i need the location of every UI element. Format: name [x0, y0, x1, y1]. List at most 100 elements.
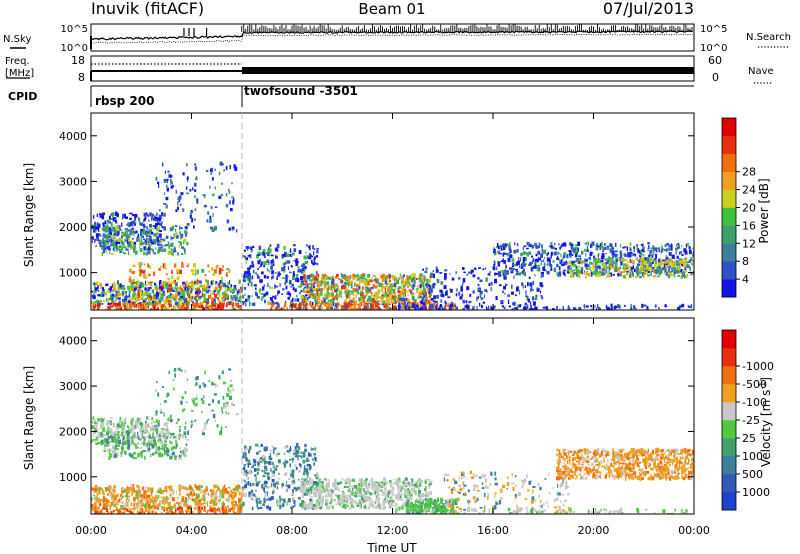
data-cell	[325, 288, 327, 292]
data-cell	[104, 417, 106, 421]
data-cell	[197, 288, 200, 293]
colorbar-segment	[722, 225, 736, 244]
data-cell	[339, 291, 342, 296]
data-cell	[139, 438, 142, 441]
data-cell	[661, 245, 663, 249]
data-cell	[399, 273, 402, 277]
data-cell	[558, 271, 561, 275]
data-cell	[126, 447, 129, 449]
data-cell	[256, 254, 259, 259]
data-cell	[624, 265, 626, 268]
data-cell	[161, 221, 163, 224]
data-cell	[92, 438, 94, 442]
data-cell	[166, 187, 169, 192]
data-cell	[97, 441, 100, 444]
data-cell	[206, 283, 208, 288]
data-cell	[117, 280, 119, 285]
data-cell	[97, 430, 99, 433]
data-cell	[262, 251, 264, 255]
data-cell	[617, 268, 621, 271]
data-cell	[213, 298, 216, 301]
data-cell	[187, 176, 189, 180]
freq-label-2: [MHz]	[5, 68, 34, 79]
data-cell	[540, 244, 543, 249]
data-cell	[380, 289, 383, 293]
data-cell	[524, 302, 527, 306]
data-cell	[424, 291, 427, 296]
data-cell	[135, 303, 138, 309]
data-cell	[323, 299, 326, 304]
data-cell	[201, 503, 204, 505]
data-cell	[241, 301, 245, 306]
data-cell	[678, 251, 681, 255]
data-cell	[238, 279, 241, 284]
data-cell	[583, 304, 586, 309]
data-cell	[562, 306, 564, 310]
data-cell	[169, 283, 172, 288]
data-cell	[124, 441, 128, 445]
data-cell	[644, 260, 647, 264]
data-cell	[497, 245, 500, 250]
data-cell	[684, 250, 688, 255]
data-cell	[428, 292, 430, 297]
data-cell	[305, 305, 308, 310]
data-cell	[246, 277, 250, 281]
data-cell	[118, 419, 122, 424]
data-cell	[177, 252, 179, 256]
data-cell	[391, 290, 393, 293]
data-cell	[481, 304, 483, 309]
data-cell	[424, 294, 428, 298]
data-cell	[117, 293, 121, 297]
data-cell	[122, 303, 124, 305]
data-cell	[257, 276, 260, 279]
data-cell	[682, 269, 684, 273]
data-cell	[298, 250, 302, 255]
data-cell	[308, 245, 311, 250]
data-cell	[149, 440, 152, 444]
data-cell	[604, 258, 607, 261]
data-cell	[150, 439, 153, 444]
data-cell	[493, 305, 496, 309]
data-cell	[196, 176, 198, 179]
data-cell	[116, 452, 119, 455]
data-cell	[663, 268, 666, 272]
data-cell	[142, 303, 144, 308]
data-cell	[98, 223, 101, 228]
data-cell	[530, 305, 532, 310]
data-cell	[95, 436, 99, 441]
data-cell	[156, 238, 160, 242]
data-cell	[194, 273, 197, 276]
data-cell	[423, 280, 425, 284]
data-cell	[590, 305, 593, 307]
data-cell	[163, 431, 165, 434]
data-cell	[222, 292, 224, 296]
data-cell	[674, 263, 676, 267]
data-cell	[185, 231, 188, 235]
data-cell	[167, 278, 169, 280]
data-cell	[620, 243, 622, 248]
data-cell	[489, 271, 491, 273]
data-cell	[170, 248, 173, 252]
data-cell	[151, 291, 155, 294]
data-cell	[107, 302, 110, 306]
data-cell	[118, 289, 121, 294]
data-cell	[561, 243, 565, 247]
data-cell	[132, 264, 136, 267]
data-cell	[583, 262, 587, 264]
data-cell	[306, 289, 310, 291]
data-cell	[175, 283, 178, 287]
data-cell	[199, 285, 201, 289]
data-cell	[448, 307, 452, 310]
data-cell	[108, 215, 111, 220]
data-cell	[177, 206, 179, 210]
data-cell	[398, 293, 401, 298]
data-cell	[595, 263, 597, 267]
data-cell	[585, 305, 589, 308]
data-cell	[673, 261, 676, 264]
data-cell	[108, 450, 111, 455]
data-cell	[606, 266, 608, 269]
data-cell	[303, 278, 306, 282]
data-cell	[108, 448, 112, 451]
data-cell	[142, 270, 146, 274]
data-cell	[440, 300, 442, 303]
